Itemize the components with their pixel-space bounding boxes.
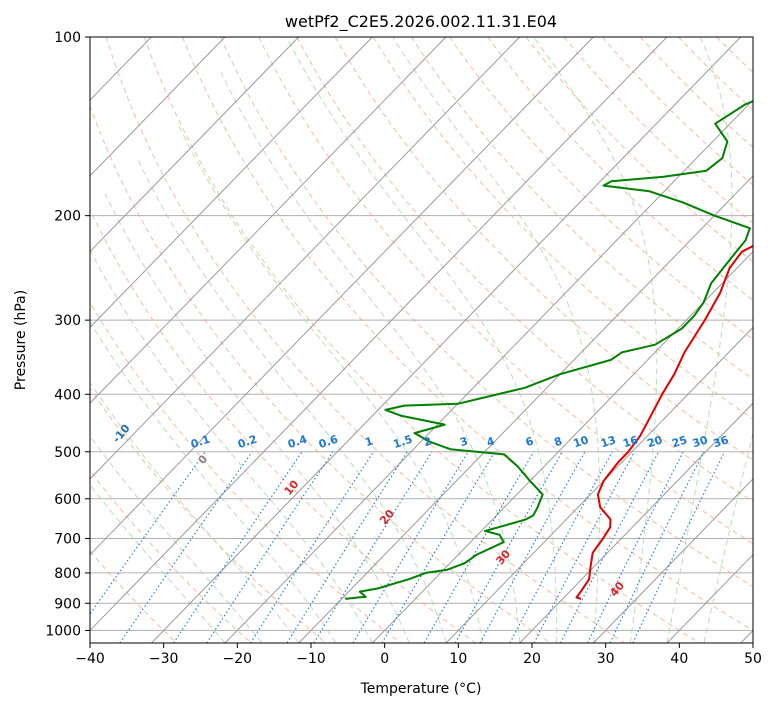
y-tick-label: 400: [54, 387, 81, 403]
mixing-ratio-label: 8: [553, 435, 564, 450]
isotherm: [593, 478, 753, 643]
moist-adiabat: [90, 249, 373, 643]
mixing-ratio-line: [509, 451, 613, 643]
mixing-ratio-line: [90, 451, 206, 615]
isotherm: [445, 326, 753, 643]
y-tick-label: 500: [54, 445, 81, 461]
moist-adiabat: [90, 483, 226, 643]
x-tick-label: 40: [670, 651, 688, 667]
mixing-ratio-label: 0.6: [317, 433, 340, 451]
mixing-ratio-label: 1.5: [392, 433, 415, 451]
mixing-ratio-label: 10: [572, 433, 591, 450]
mixing-ratio-label: 20: [646, 433, 665, 450]
mixing-ratio-label: 4: [485, 434, 497, 449]
moist-adiabat: [220, 72, 521, 643]
mixing-ratio-label: 6: [524, 434, 536, 449]
isotherm: [90, 37, 447, 404]
series-layer: [345, 100, 753, 600]
dry-adiabat: [90, 208, 476, 643]
y-tick-label: 700: [54, 532, 81, 548]
moist-adiabat: [666, 37, 733, 643]
isotherm: [90, 37, 226, 177]
dry-adiabat: [143, 37, 700, 643]
isotherm: [151, 37, 741, 643]
dry-adiabat: [258, 37, 753, 545]
isotherm: [90, 37, 373, 329]
mixing-ratio-label: 0.4: [286, 433, 309, 451]
mixing-ratio-line: [119, 451, 253, 643]
moist-adiabat: [392, 37, 601, 643]
mixing-ratio-label: 13: [599, 433, 618, 450]
mixing-ratio-line: [454, 451, 563, 643]
x-tick-label: 30: [597, 651, 615, 667]
mixing-ratio-line: [250, 451, 374, 643]
y-tick-label: 800: [54, 566, 81, 582]
mixing-ratio-line: [479, 451, 586, 643]
isotherm: [224, 99, 753, 643]
x-axis: −40 −30 −20 −10 0 10 20 30 40 50: [75, 643, 762, 667]
x-tick-label: −30: [149, 651, 179, 667]
isotherm: [90, 37, 594, 556]
x-tick-label: 10: [449, 651, 467, 667]
mixing-ratio-label: 3: [458, 435, 469, 450]
mixing-ratio-line: [352, 451, 469, 643]
x-tick-label: 20: [523, 651, 541, 667]
mixing-ratio-line: [206, 451, 334, 643]
y-tick-label: 200: [54, 209, 81, 225]
x-tick-label: 0: [380, 651, 389, 667]
isotherm: [372, 250, 753, 643]
mixing-ratio-label: 0.1: [189, 433, 212, 451]
mixing-ratio-label: 2: [422, 435, 433, 450]
y-tick-label: 300: [54, 313, 81, 329]
x-tick-label: −20: [223, 651, 253, 667]
dry-adiabat: [90, 301, 402, 643]
y-tick-label: 1000: [45, 623, 81, 639]
dry-adiabat: [220, 37, 753, 588]
mixing-ratio-label: 36: [712, 433, 731, 450]
x-tick-label: 50: [744, 651, 762, 667]
mixing-ratio-line: [286, 451, 408, 643]
moist-adiabat: [533, 37, 658, 643]
moist-adiabat: [703, 431, 753, 643]
x-tick-label: −10: [296, 651, 326, 667]
dewpoint-line: [345, 100, 753, 600]
plot-frame: [89, 36, 754, 644]
y-tick-label: 100: [54, 30, 81, 46]
mixing-ratio-label: 1: [363, 435, 374, 450]
mixing-ratio-label: 0.2: [236, 433, 259, 451]
dry-adiabat: [90, 105, 551, 643]
mixing-ratio-line: [587, 451, 684, 643]
dry-adiabat: [296, 37, 753, 503]
y-axis: 100 200 300 400 500 600 700 800 900 1000: [45, 30, 90, 639]
mixing-ratio-line: [173, 451, 303, 643]
y-tick-label: 900: [54, 596, 81, 612]
isotherm: [298, 175, 753, 643]
dry-adiabat: [182, 37, 753, 632]
dry-adiabat: [105, 37, 626, 643]
x-tick-label: −40: [75, 651, 105, 667]
moist-adiabat: [285, 37, 558, 643]
isotherm: [90, 37, 299, 253]
isotherm: [90, 37, 668, 632]
mixing-ratio-label: 25: [670, 433, 689, 450]
moist-adiabat: [136, 157, 447, 643]
mixing-ratio-label: 30: [691, 433, 710, 450]
background-lines: [90, 37, 753, 643]
moist-adiabat: [176, 122, 484, 643]
mixing-ratio-line: [609, 451, 705, 643]
temperature-line: [575, 244, 753, 600]
chart-title: wetPf2_C2E5.2026.002.11.31.E04: [285, 12, 557, 32]
dry-adiabat: [563, 37, 753, 224]
y-tick-label: 600: [54, 492, 81, 508]
dry-adiabat: [449, 37, 753, 341]
isotherm: [90, 37, 520, 480]
x-axis-title: Temperature (°C): [360, 681, 482, 697]
y-axis-title: Pressure (hPa): [13, 290, 29, 390]
isotherm: [519, 402, 753, 643]
mixing-ratio-label: 16: [621, 433, 640, 450]
